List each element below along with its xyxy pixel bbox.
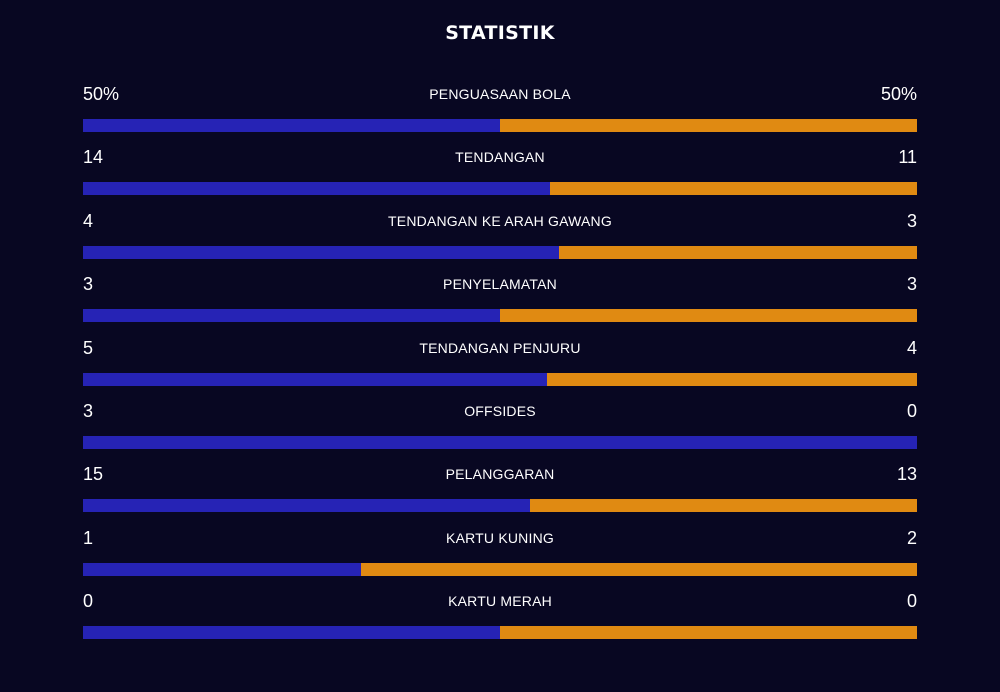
home-value: 4 bbox=[83, 210, 94, 231]
away-bar-segment bbox=[559, 245, 917, 259]
away-bar-segment bbox=[546, 372, 917, 386]
home-bar-segment bbox=[83, 245, 560, 259]
stat-row: 0 KARTU MERAH 0 bbox=[83, 587, 917, 650]
away-value: 11 bbox=[898, 147, 917, 168]
stat-bar bbox=[83, 309, 917, 323]
away-bar-segment bbox=[500, 119, 917, 132]
home-bar-segment bbox=[83, 309, 500, 323]
stat-bar bbox=[83, 372, 917, 386]
stat-row: 14 TENDANGAN 11 bbox=[83, 143, 917, 206]
home-value: 15 bbox=[83, 464, 104, 485]
home-value: 1 bbox=[83, 527, 94, 548]
away-value: 0 bbox=[906, 591, 917, 612]
away-value: 4 bbox=[906, 337, 917, 358]
stat-row: 5 TENDANGAN PENJURU 4 bbox=[83, 334, 917, 397]
away-value: 3 bbox=[906, 210, 917, 231]
away-value: 3 bbox=[906, 274, 917, 295]
stat-label: TENDANGAN PENJURU bbox=[419, 339, 581, 356]
stat-label: PENGUASAAN BOLA bbox=[429, 86, 571, 102]
stat-bar bbox=[83, 182, 917, 196]
home-value: 3 bbox=[83, 274, 94, 295]
stat-row: 3 PENYELAMATAN 3 bbox=[83, 270, 917, 333]
away-bar-segment bbox=[530, 499, 917, 513]
stat-bar bbox=[83, 435, 917, 449]
home-bar-segment bbox=[83, 626, 500, 640]
stat-label: TENDANGAN KE ARAH GAWANG bbox=[388, 212, 612, 229]
stat-bar bbox=[83, 626, 917, 640]
stat-bar bbox=[83, 499, 917, 513]
stat-bar bbox=[83, 562, 917, 576]
away-bar-segment bbox=[550, 182, 917, 196]
stat-row: 4 TENDANGAN KE ARAH GAWANG 3 bbox=[83, 207, 917, 270]
home-bar-segment bbox=[83, 119, 500, 132]
home-bar-segment bbox=[83, 562, 361, 576]
home-value: 5 bbox=[83, 337, 94, 358]
stat-label: PENYELAMATAN bbox=[443, 276, 557, 293]
home-bar-segment bbox=[83, 372, 547, 386]
home-value: 3 bbox=[83, 400, 94, 421]
stat-label: PELANGGARAN bbox=[445, 466, 555, 483]
stat-row: 50% PENGUASAAN BOLA 50% bbox=[83, 80, 917, 143]
stat-label: OFFSIDES bbox=[464, 402, 536, 419]
home-value: 50% bbox=[83, 84, 120, 104]
stats-title: STATISTIK bbox=[445, 22, 555, 44]
away-value: 13 bbox=[896, 464, 917, 485]
stat-bar bbox=[83, 245, 917, 259]
away-value: 2 bbox=[906, 527, 917, 548]
stat-label: KARTU MERAH bbox=[448, 593, 552, 610]
home-value: 0 bbox=[83, 591, 94, 612]
home-value: 14 bbox=[83, 147, 104, 168]
away-value: 50% bbox=[880, 84, 917, 104]
stat-row: 3 OFFSIDES 0 bbox=[83, 397, 917, 460]
stat-bar bbox=[83, 119, 917, 132]
stat-label: KARTU KUNING bbox=[446, 529, 554, 546]
home-bar-segment bbox=[83, 435, 917, 449]
home-bar-segment bbox=[83, 182, 551, 196]
away-bar-segment bbox=[500, 626, 917, 640]
away-value: 0 bbox=[906, 400, 917, 421]
stat-row: 15 PELANGGARAN 13 bbox=[83, 460, 917, 523]
stats-list: 50% PENGUASAAN BOLA 50% 14 TENDANGAN 11 … bbox=[83, 80, 917, 651]
away-bar-segment bbox=[500, 309, 917, 323]
away-bar-segment bbox=[360, 562, 917, 576]
stat-label: TENDANGAN bbox=[455, 149, 545, 166]
home-bar-segment bbox=[83, 499, 531, 513]
stat-row: 1 KARTU KUNING 2 bbox=[83, 524, 917, 587]
